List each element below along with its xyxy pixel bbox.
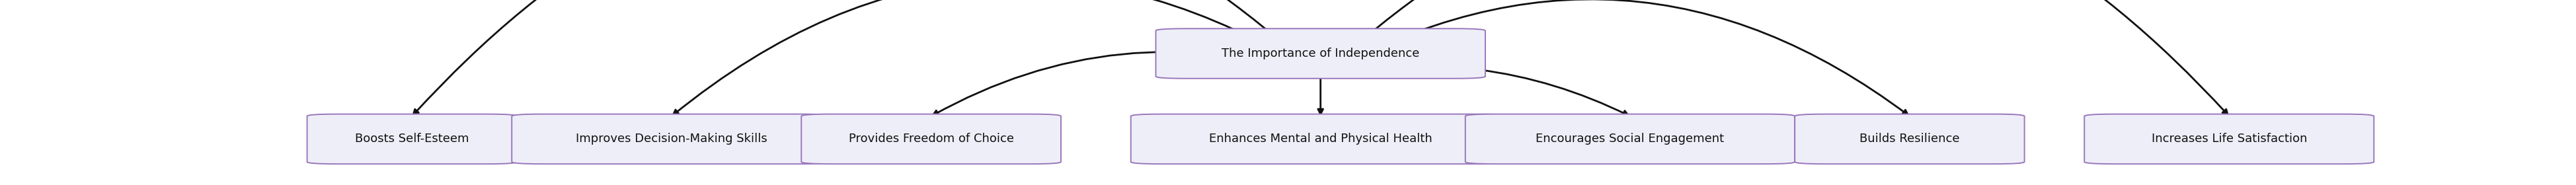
FancyBboxPatch shape bbox=[513, 114, 832, 164]
FancyBboxPatch shape bbox=[1131, 114, 1510, 164]
Text: Increases Life Satisfaction: Increases Life Satisfaction bbox=[2151, 133, 2306, 145]
Text: Provides Freedom of Choice: Provides Freedom of Choice bbox=[848, 133, 1012, 145]
Text: Improves Decision-Making Skills: Improves Decision-Making Skills bbox=[574, 133, 768, 145]
Text: Boosts Self-Esteem: Boosts Self-Esteem bbox=[355, 133, 469, 145]
FancyBboxPatch shape bbox=[1466, 114, 1795, 164]
Text: Encourages Social Engagement: Encourages Social Engagement bbox=[1535, 133, 1723, 145]
FancyBboxPatch shape bbox=[1795, 114, 2025, 164]
FancyBboxPatch shape bbox=[1157, 29, 1484, 78]
FancyBboxPatch shape bbox=[801, 114, 1061, 164]
Text: The Importance of Independence: The Importance of Independence bbox=[1221, 48, 1419, 60]
FancyBboxPatch shape bbox=[2084, 114, 2372, 164]
FancyBboxPatch shape bbox=[307, 114, 518, 164]
Text: Builds Resilience: Builds Resilience bbox=[1860, 133, 1960, 145]
Text: Enhances Mental and Physical Health: Enhances Mental and Physical Health bbox=[1208, 133, 1432, 145]
